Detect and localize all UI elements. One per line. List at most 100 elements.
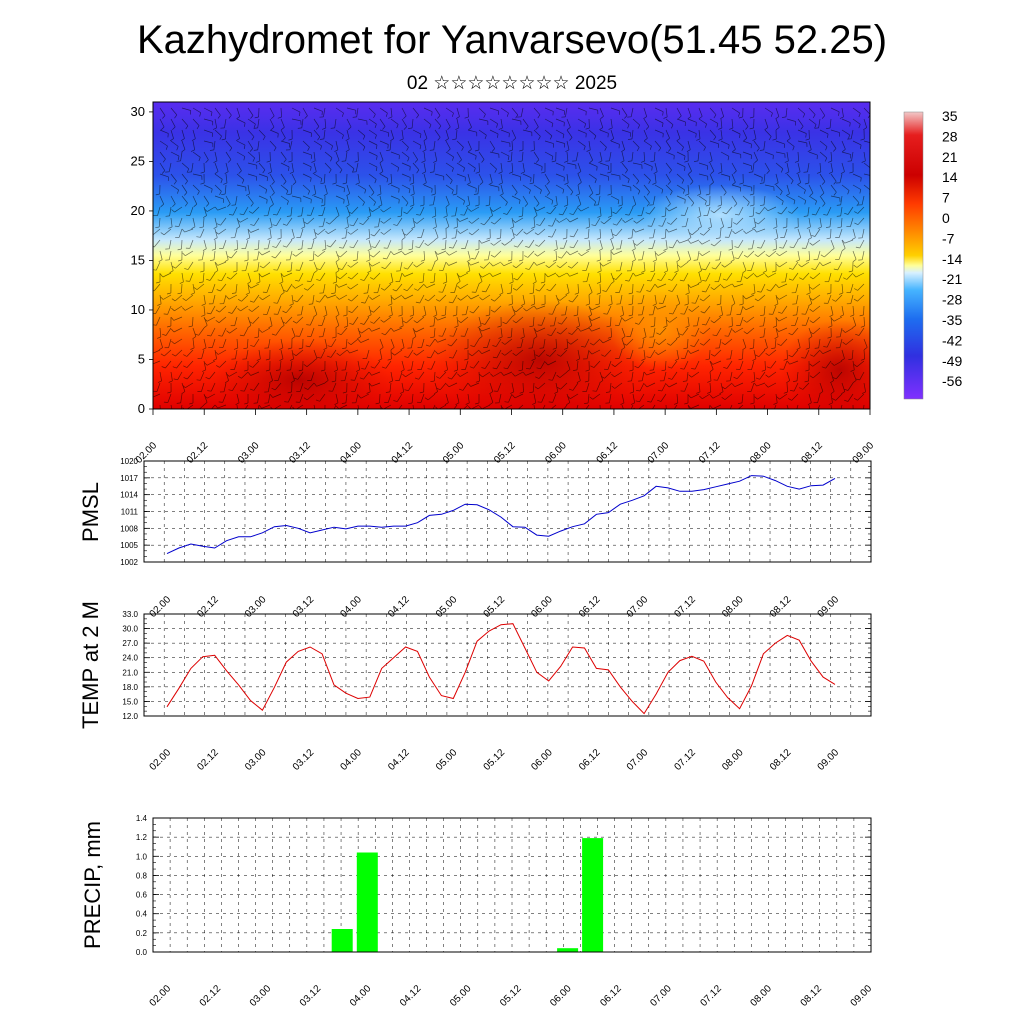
wind-barb	[280, 162, 290, 168]
wind-barb-flag	[174, 114, 178, 119]
wind-barb-flag	[414, 377, 419, 380]
wind-barb	[830, 382, 835, 392]
wind-barb-flag	[475, 248, 480, 251]
y-tick-label: 12.0	[122, 712, 138, 721]
wind-barb	[313, 118, 320, 127]
wind-barb	[588, 294, 590, 305]
wind-barb-flag	[706, 391, 711, 394]
wind-barb-flag	[325, 221, 330, 225]
wind-barb	[202, 217, 205, 228]
wind-barb	[638, 404, 645, 409]
wind-barb-flag	[534, 232, 539, 236]
wind-barb	[850, 217, 854, 227]
wind-barb-flag	[449, 356, 454, 359]
wind-barb	[291, 228, 295, 238]
wind-barb-flag	[743, 230, 747, 234]
wind-barb-flag	[825, 226, 831, 228]
wind-barb-flag	[203, 402, 208, 406]
wind-barb-flag	[221, 138, 226, 141]
wind-barb-flag	[520, 336, 525, 339]
wind-barb-flag	[569, 235, 574, 238]
wind-barb-flag	[833, 181, 837, 185]
wind-barb	[291, 162, 294, 172]
wind-barb	[390, 162, 399, 168]
wind-barb-flag	[688, 394, 692, 399]
wind-barb	[698, 140, 706, 148]
wind-barb-flag	[201, 314, 206, 317]
wind-barb-flag	[442, 237, 447, 240]
wind-barb-flag	[216, 365, 220, 368]
wind-barb-flag	[385, 112, 388, 117]
wind-barb-flag	[708, 160, 713, 164]
wind-barb	[668, 228, 678, 233]
wind-barb-flag	[685, 292, 690, 295]
wind-barb	[295, 349, 304, 356]
wind-barb-flag	[501, 341, 506, 345]
wind-barb-flag	[349, 322, 354, 325]
wind-barb	[709, 162, 715, 172]
wind-barb	[615, 206, 623, 214]
wind-barb	[462, 382, 469, 391]
wind-barb	[702, 250, 711, 256]
wind-barb	[830, 305, 834, 315]
wind-barb	[830, 404, 832, 409]
wind-barb-flag	[241, 179, 245, 184]
wind-barb-flag	[806, 226, 811, 229]
wind-barb	[726, 360, 733, 369]
temp-panel: 12.015.018.021.024.027.030.033.0 02.00 02…	[78, 601, 872, 773]
wind-barb	[735, 327, 744, 333]
wind-barb	[433, 272, 436, 283]
wind-barb-flag	[204, 362, 208, 366]
wind-barb-flag	[553, 248, 558, 251]
wind-barb	[225, 151, 232, 160]
wind-barb	[630, 327, 634, 337]
wind-barb	[833, 316, 843, 322]
wind-barb-flag	[860, 177, 862, 182]
wind-barb-flag	[173, 378, 178, 381]
wind-barb	[778, 327, 788, 332]
wind-barb-flag	[512, 219, 516, 223]
wind-barb-flag	[684, 193, 690, 196]
wind-barb-flag	[690, 181, 694, 185]
wind-barb-flag	[192, 336, 197, 340]
wind-barb-flag	[854, 288, 858, 291]
wind-barb-flag	[200, 171, 205, 174]
wind-barb	[676, 184, 685, 191]
wind-barb	[817, 393, 821, 403]
wind-barb	[830, 107, 840, 113]
wind-barb	[429, 338, 436, 347]
wind-barb-flag	[380, 220, 385, 224]
wind-barb-flag	[371, 246, 376, 249]
wind-barb	[181, 129, 185, 139]
wind-barb	[841, 162, 845, 172]
wind-barb-flag	[202, 248, 207, 252]
wind-barb	[712, 393, 722, 399]
wind-barb-flag	[535, 159, 540, 163]
x-tick-label: 04.00	[339, 747, 365, 773]
wind-barb-flag	[339, 247, 344, 249]
wind-barb-flag	[380, 287, 385, 291]
wind-barb	[159, 173, 169, 178]
precip-y-axis: 0.00.20.40.60.81.01.21.4	[136, 814, 871, 957]
wind-barb	[614, 382, 623, 389]
wind-barb	[632, 118, 640, 126]
wind-barb	[632, 382, 634, 393]
wind-barb-flag	[316, 279, 321, 281]
wind-barb-flag	[458, 388, 464, 391]
wind-barb-flag	[637, 124, 641, 129]
wind-barb	[187, 371, 194, 380]
wind-barb-flag	[860, 325, 865, 328]
wind-barb-flag	[436, 387, 441, 391]
wind-barb	[520, 338, 524, 348]
wind-barb	[812, 294, 821, 301]
wind-barb-flag	[211, 248, 216, 251]
wind-barb-flag	[786, 138, 791, 142]
wind-barb	[411, 338, 414, 348]
wind-barb	[373, 272, 381, 280]
wind-barb-flag	[690, 345, 695, 348]
wind-barb	[280, 140, 290, 144]
wind-barb-flag	[212, 127, 217, 130]
wind-barb-flag	[839, 116, 844, 119]
wind-barb-flag	[738, 116, 743, 119]
wind-barb-flag	[410, 193, 415, 196]
